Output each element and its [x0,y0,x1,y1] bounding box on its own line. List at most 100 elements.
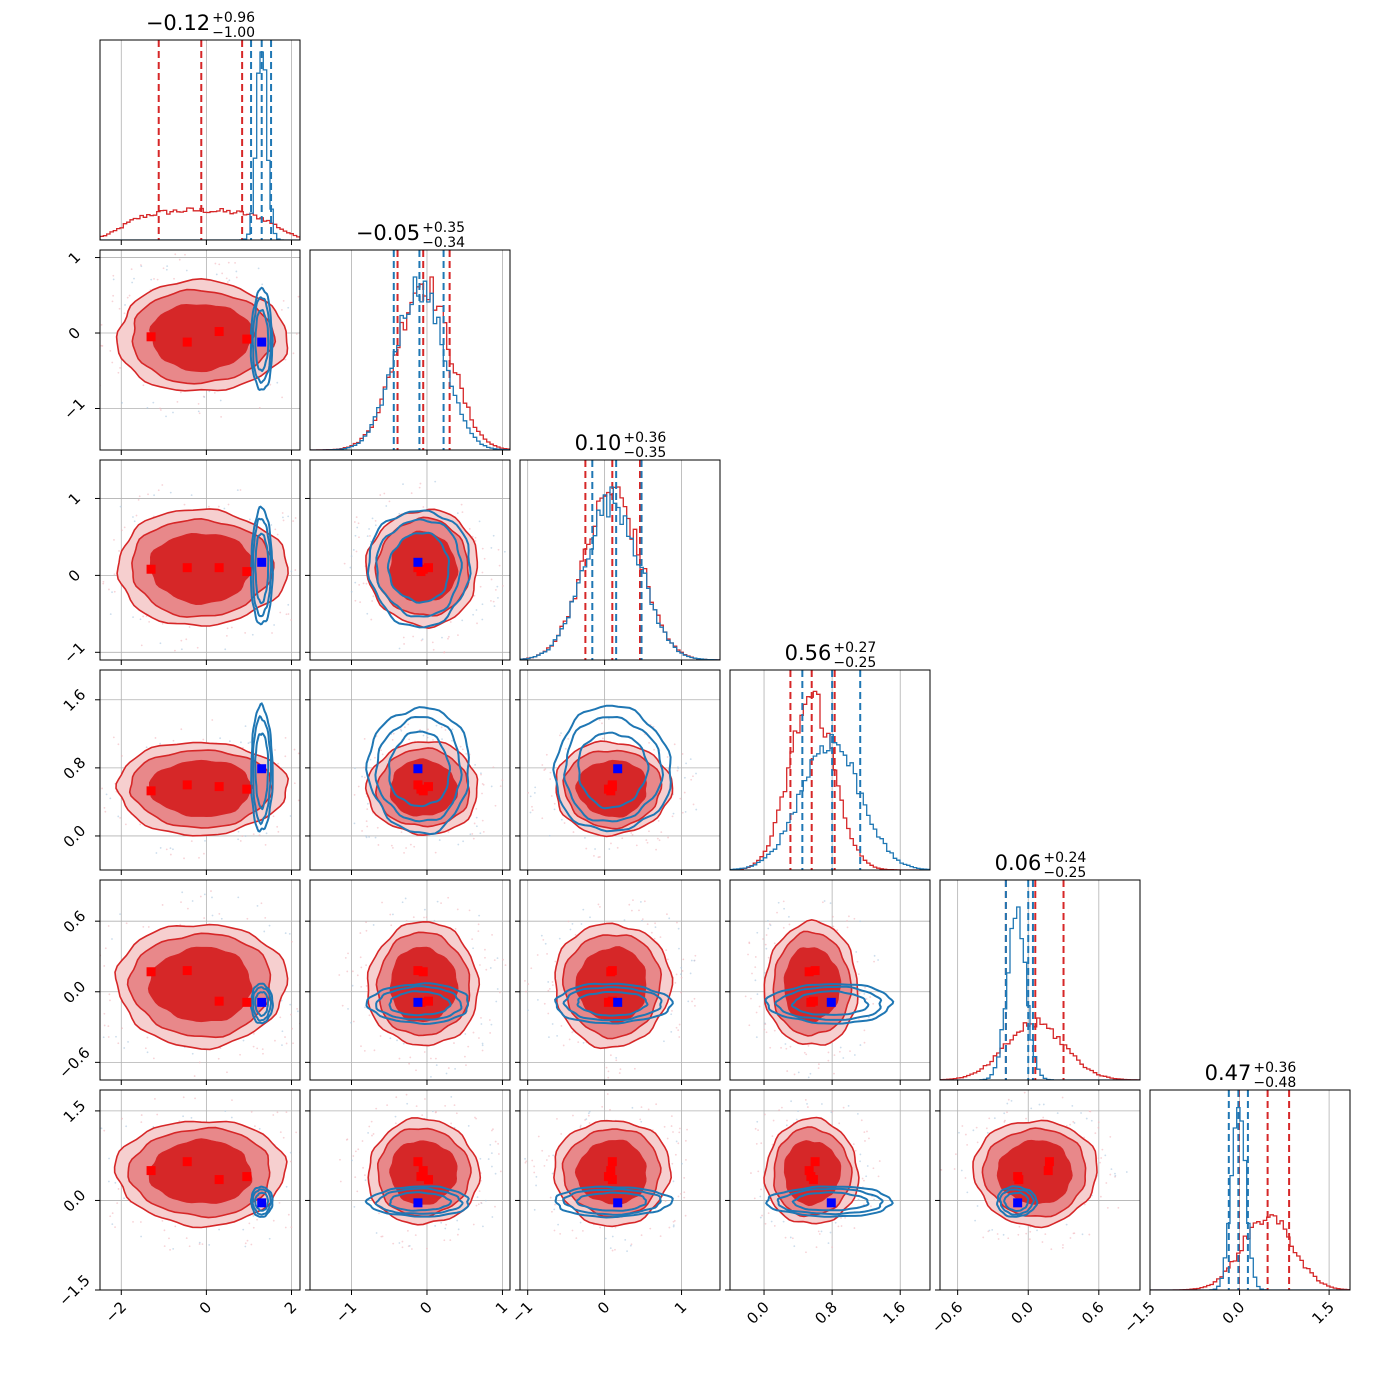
sample-point [237,896,240,899]
y-tick-label: 0.0 [60,822,90,852]
sample-point [95,1187,97,1189]
sample-point [132,516,134,518]
sample-point [473,822,476,825]
sample-point [386,1104,389,1107]
sample-point [755,1011,758,1014]
sample-point [343,562,346,565]
sample-point [683,776,686,779]
sample-point [817,1063,820,1066]
sample-point [758,1005,761,1008]
sample-point [748,941,751,944]
sample-point [551,984,554,986]
sample-point [449,1239,452,1242]
sample-point [363,737,366,740]
sample-point [414,1234,417,1237]
sample-point [494,589,497,591]
sample-point [350,590,353,593]
blue-histogram [310,276,510,450]
axes-frame [99,669,301,871]
sample-point [769,1046,772,1049]
sample-point [580,923,583,925]
sample-point [310,1172,312,1174]
sample-point [440,726,443,729]
sample-point [412,635,415,638]
sample-point [624,1238,627,1241]
sample-point [762,938,764,940]
sample-point [582,908,585,911]
sample-point [645,839,648,841]
sample-point [152,1057,155,1060]
sample-point [461,511,464,514]
sample-point [474,536,477,539]
sample-point [440,902,442,905]
sample-point [203,917,206,919]
sample-point [1036,1229,1038,1232]
sample-point [829,1231,832,1234]
sample-point [940,1168,943,1171]
sample-point [764,1113,766,1116]
sample-point [846,920,848,922]
sample-point [676,769,679,772]
sample-point [305,536,307,538]
sample-point [640,1234,643,1237]
sample-point [584,836,586,839]
sample-point [681,970,684,972]
sample-point [295,333,298,335]
sample-point [797,1110,799,1113]
sample-point [172,848,174,851]
sample-point [773,1029,776,1032]
sample-point [100,344,103,347]
x-tick-label: 0.0 [743,1298,773,1328]
sample-point [695,772,697,775]
sample-point [394,1115,397,1118]
sample-point [878,1160,881,1162]
sample-point [840,1225,843,1227]
sample-point [453,1104,456,1107]
title-upper-error: +0.96 [212,10,255,26]
sample-point [451,728,454,731]
sample-point [374,756,376,759]
sample-point [265,832,268,835]
sample-point [606,1093,609,1095]
sample-point [290,570,293,573]
sample-point [381,901,383,904]
sample-point [821,1103,823,1105]
sample-point [1088,1233,1091,1236]
sample-point [117,1042,120,1045]
sample-point [678,1127,681,1130]
sample-point [438,839,441,841]
sample-point [374,524,377,527]
sample-point [121,401,123,404]
sample-point [357,522,360,525]
sample-point [863,1179,865,1182]
panel-5-4: −0.6 0.0 0.6 [928,1089,1141,1337]
red-marker [804,967,814,977]
sample-point [966,1144,969,1146]
sample-point [173,649,176,652]
sample-point [652,725,655,728]
sample-point [542,938,545,941]
sample-point [297,799,300,802]
sample-point [218,1228,220,1231]
sample-point [179,923,182,926]
sample-point [422,734,425,737]
sample-point [567,920,570,923]
sample-point [544,942,547,945]
sample-point [316,971,318,973]
blue-marker [826,997,836,1007]
red-marker [182,337,192,347]
sample-point [349,566,352,569]
plot-area [100,40,300,240]
sample-point [305,603,307,605]
sample-point [421,638,424,641]
sample-point [692,803,695,806]
sample-point [307,997,309,999]
red-marker [413,966,423,976]
sample-point [244,1242,247,1245]
sample-point [208,1244,211,1246]
sample-point [793,1073,796,1076]
sample-point [352,1155,355,1157]
sample-point [577,1041,580,1044]
blue-marker [413,557,423,567]
sample-point [190,840,193,843]
